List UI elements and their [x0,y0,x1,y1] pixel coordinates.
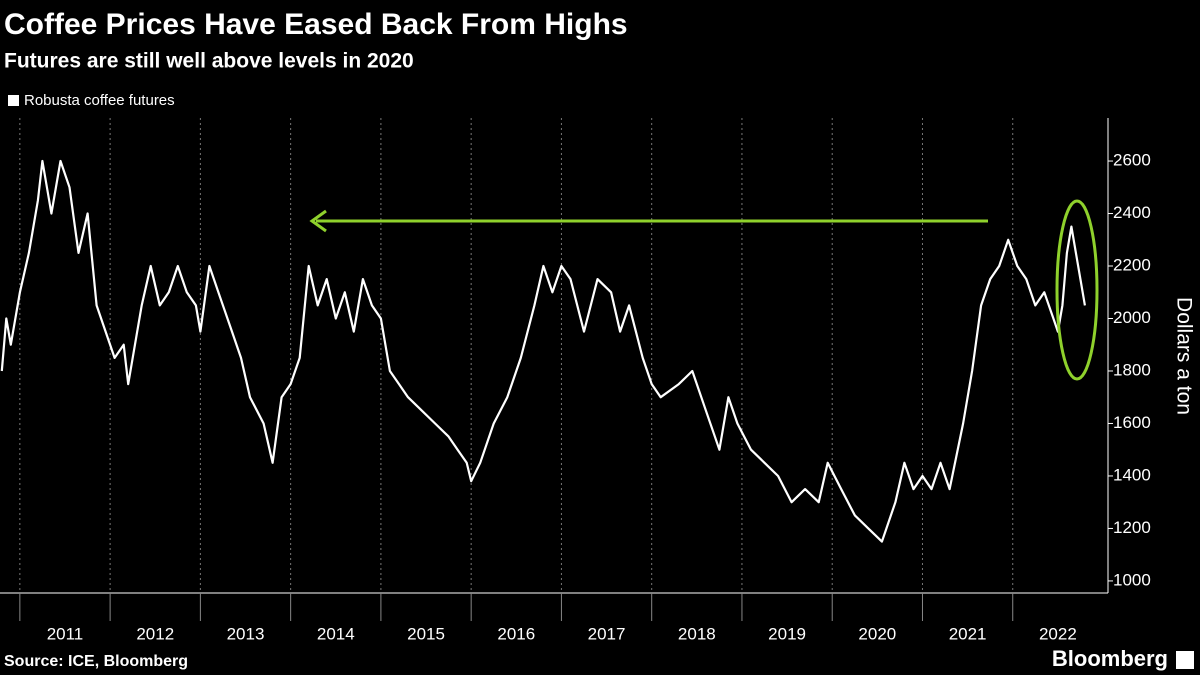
y-tick-label: 1600 [1113,413,1151,432]
chart-title: Coffee Prices Have Eased Back From Highs [4,8,628,41]
x-tick-label: 2016 [497,624,535,643]
x-tick-label: 2013 [227,624,265,643]
y-tick-label: 1400 [1113,465,1151,484]
x-tick-label: 2017 [588,624,626,643]
y-tick-label: 1200 [1113,518,1151,537]
x-tick-label: 2020 [858,624,896,643]
annotation-ellipse [1055,199,1099,381]
annotation-arrowhead [309,209,327,233]
logo: Bloomberg [1052,646,1168,671]
y-tick-label: 2400 [1113,203,1151,222]
y-tick-label: 2200 [1113,255,1151,274]
line-series [0,159,1086,543]
y-tick-label: 1000 [1113,570,1151,589]
x-tick-label: 2011 [47,624,84,643]
x-tick-label: 2018 [678,624,716,643]
x-tick-label: 2012 [136,624,174,643]
source: Source: ICE, Bloomberg [4,653,188,670]
y-axis-label: Dollars a ton [1172,297,1195,415]
x-tick-label: 2015 [407,624,445,643]
legend-label: Robusta coffee futures [24,92,175,109]
y-tick-label: 1800 [1113,360,1151,379]
x-tick-label: 2022 [1039,624,1077,643]
chart-subtitle: Futures are still well above levels in 2… [4,50,414,73]
plot: 1000 1200 1400 1600 1800 2000 2200 2400 2600 2011… [0,118,1151,643]
y-tick-label: 2600 [1113,151,1151,170]
legend-swatch [8,95,19,106]
x-tick-label: 2014 [317,624,355,643]
x-tick-label: 2019 [768,624,806,643]
x-tick-label: 2021 [949,624,987,643]
y-tick-label: 2000 [1113,308,1151,327]
logo-icon [1176,651,1194,669]
